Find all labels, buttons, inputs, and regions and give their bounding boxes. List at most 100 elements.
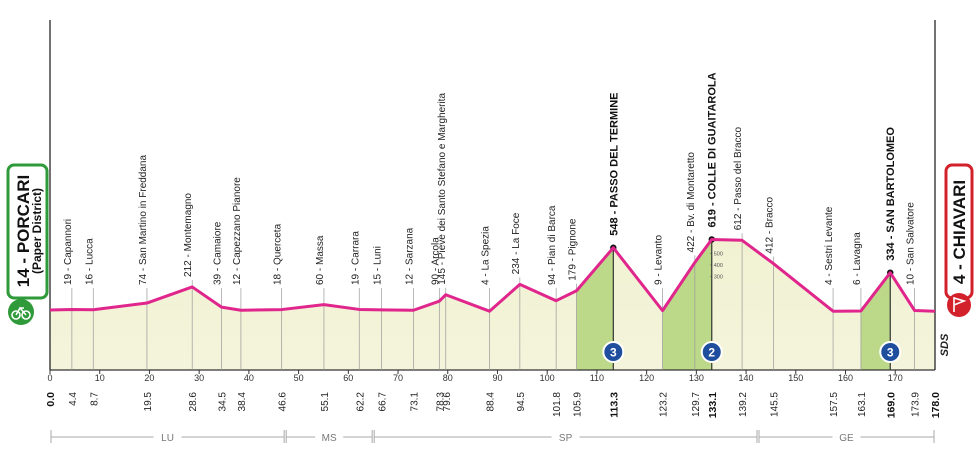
waypoint-label: 10 - San Salvatore xyxy=(906,202,917,285)
climb-badge xyxy=(602,341,625,363)
climb-area xyxy=(662,239,712,370)
distance-label: 94.5 xyxy=(516,392,527,412)
summit-label: 548 - PASSO DEL TERMINE xyxy=(608,92,620,235)
distance-label: 178.0 xyxy=(930,392,942,418)
distance-label: 133.1 xyxy=(707,392,719,418)
distance-label: 73.1 xyxy=(409,392,420,412)
distance-label: 34.5 xyxy=(218,392,229,412)
summit-label: 334 - SAN BARTOLOMEO xyxy=(885,127,897,261)
waypoint-label: 19 - Carrara xyxy=(350,231,361,285)
waypoint-label: 74 - San Martino in Freddana xyxy=(138,154,149,285)
climb-badge xyxy=(700,341,723,363)
region-label: SP xyxy=(559,433,573,444)
waypoint-label: 4 - Sestri Levante xyxy=(824,206,835,285)
waypoint-label: 6 - Lavagna xyxy=(852,232,863,285)
x-tick-label: 100 xyxy=(540,373,555,383)
distance-label: 169.0 xyxy=(885,392,897,418)
waypoint-label: 39 - Camaiore xyxy=(213,221,224,285)
waypoint-label: 412 - Bracco xyxy=(764,196,775,253)
waypoint-label: 94 - Pian di Barca xyxy=(547,205,558,285)
x-tick-label: 50 xyxy=(294,373,304,383)
y-tick-label: 500 xyxy=(714,251,723,257)
x-tick-label: 90 xyxy=(492,373,502,383)
x-tick-label: 20 xyxy=(144,373,154,383)
start-icon xyxy=(8,299,34,325)
summit-label: 619 - COLLE DI GUAITAROLA xyxy=(707,72,719,227)
x-tick-label: 80 xyxy=(443,373,453,383)
waypoint-label: 4 - La Spezia xyxy=(481,226,492,285)
x-tick-label: 160 xyxy=(838,373,853,383)
start-subtitle: (Paper District) xyxy=(30,188,44,274)
x-tick-label: 170 xyxy=(888,373,903,383)
distance-label: 4.4 xyxy=(68,392,79,406)
distance-label: 79.6 xyxy=(442,392,453,412)
x-tick-label: 40 xyxy=(244,373,254,383)
waypoint-label: 12 - Capezzano Pianore xyxy=(232,177,243,285)
waypoint-label: 145 - Pieve dei Santo Stefano e Margheri… xyxy=(437,93,448,285)
logo: SDS xyxy=(939,333,951,356)
x-tick-label: 150 xyxy=(788,373,803,383)
x-tick-label: 60 xyxy=(343,373,353,383)
waypoint-label: 179 - Pignone xyxy=(568,218,579,281)
waypoint-label: 16 - Lucca xyxy=(84,238,95,285)
distance-label: 78.3 xyxy=(435,392,446,412)
distance-label: 88.4 xyxy=(486,392,497,412)
waypoint-label: 15 - Luni xyxy=(373,246,384,285)
waypoint-label: 12 - Sarzana xyxy=(404,227,415,285)
area-layer xyxy=(50,239,935,370)
distance-label: 46.6 xyxy=(278,392,289,412)
start-title: 14 - PORCARI xyxy=(14,175,33,287)
start-sign-box xyxy=(6,163,49,300)
finish-sign: 4 - CHIAVARI xyxy=(944,163,974,317)
waypoint-label: 60 - Massa xyxy=(315,235,326,285)
distance-label: 0.0 xyxy=(45,392,57,407)
finish-icon-flag xyxy=(953,296,967,312)
distance-label: 8.7 xyxy=(89,392,100,406)
profile-layer xyxy=(49,236,936,363)
distance-label: 163.1 xyxy=(857,392,868,417)
finish-title: 4 - CHIAVARI xyxy=(950,180,969,284)
start-icon-wheel xyxy=(11,310,21,320)
climb-area xyxy=(576,247,614,370)
climb-category: 2 xyxy=(708,346,715,360)
distance-label: 129.7 xyxy=(691,392,702,417)
waypoint-label: 9 - Levanto xyxy=(654,235,665,285)
region-label: MS xyxy=(322,433,337,444)
distance-label: 28.6 xyxy=(188,392,199,412)
waypoint-label: 422 - Bv. di Montaretto xyxy=(686,152,697,253)
y-tick-label: 300 xyxy=(714,275,723,281)
waypoint-label: 234 - La Foce xyxy=(511,212,522,274)
waypoint-label: 18 - Querceta xyxy=(273,223,284,285)
label-layer: 0 10 20 30 40 50 60 70 80 90 100 110 120 130 140 150 160… xyxy=(45,72,942,444)
distance-label: 113.3 xyxy=(608,392,620,418)
climb-category: 3 xyxy=(610,346,617,360)
x-tick-label: 70 xyxy=(393,373,403,383)
waypoint-label: 212 - Montemagno xyxy=(183,193,194,277)
distance-label: 157.5 xyxy=(829,392,840,417)
distance-label: 55.1 xyxy=(320,392,331,412)
distance-label: 66.7 xyxy=(378,392,389,412)
climb-category: 3 xyxy=(887,346,894,360)
x-tick-label: 110 xyxy=(590,373,604,383)
distance-label: 62.2 xyxy=(355,392,366,412)
distance-label: 105.9 xyxy=(573,392,584,417)
x-tick-label: 140 xyxy=(739,373,754,383)
profile-area xyxy=(50,239,935,370)
profile-line xyxy=(49,237,936,313)
finish-icon xyxy=(947,293,971,317)
waypoint-label: 90 - Arcola xyxy=(430,237,441,285)
y-tick-label: 400 xyxy=(714,263,723,269)
start-icon-frame xyxy=(15,306,27,316)
distance-label: 38.4 xyxy=(237,392,248,412)
distance-label: 173.9 xyxy=(911,392,922,417)
start-sign: 14 - PORCARI (Paper District) xyxy=(6,163,49,325)
start-icon-wheel xyxy=(21,310,31,320)
x-tick-label: 10 xyxy=(95,373,105,383)
distance-label: 139.2 xyxy=(738,392,749,417)
waypoint-label: 612 - Passo del Bracco xyxy=(733,126,744,230)
x-tick-label: 30 xyxy=(194,373,204,383)
x-tick-label: 130 xyxy=(689,373,704,383)
waypoint-label: 19 - Capannori xyxy=(63,219,74,285)
